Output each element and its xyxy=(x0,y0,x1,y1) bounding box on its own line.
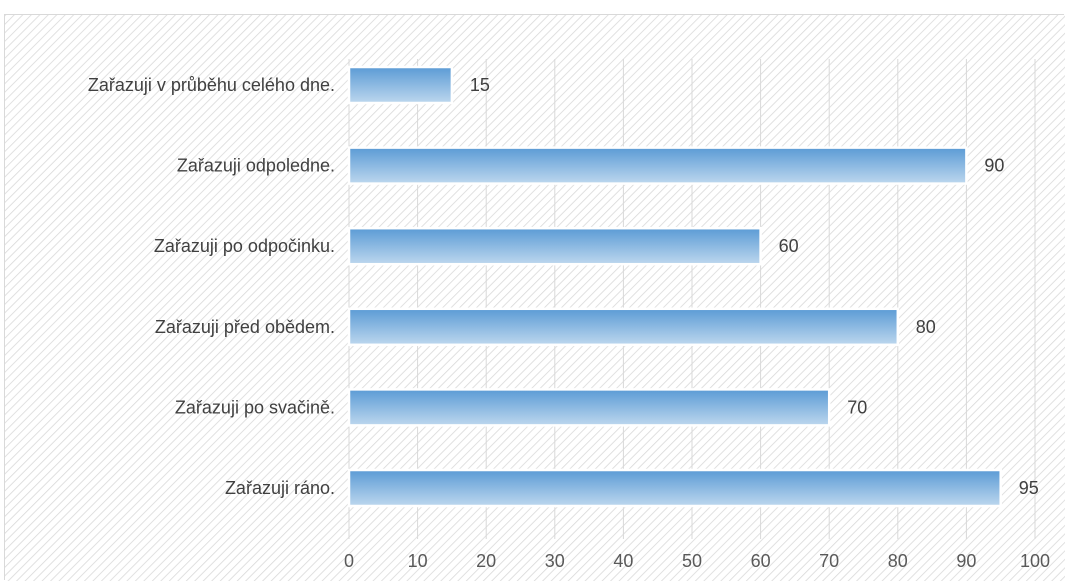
category-label: Zařazuji po odpočinku. xyxy=(154,236,335,256)
data-label: 70 xyxy=(847,397,867,417)
category-label: Zařazuji po svačině. xyxy=(175,397,335,417)
data-label: 95 xyxy=(1019,478,1039,498)
x-tick-label: 100 xyxy=(1020,551,1050,571)
category-labels: Zařazuji v průběhu celého dne. Zařazuji o… xyxy=(88,75,335,498)
x-tick-label: 20 xyxy=(476,551,496,571)
category-label: Zařazuji ráno. xyxy=(225,478,335,498)
bar xyxy=(347,226,762,266)
x-tick-label: 60 xyxy=(751,551,771,571)
x-tick-label: 90 xyxy=(956,551,976,571)
x-tick-label: 0 xyxy=(344,551,354,571)
gridlines xyxy=(348,59,1036,539)
bar xyxy=(347,146,968,185)
data-label: 60 xyxy=(779,236,799,256)
x-tick-label: 50 xyxy=(682,551,702,571)
category-label: Zařazuji v průběhu celého dne. xyxy=(88,75,335,95)
category-label: Zařazuji před obědem. xyxy=(155,317,335,337)
data-label: 15 xyxy=(470,75,490,95)
x-tick-label: 70 xyxy=(819,551,839,571)
category-label: Zařazuji odpoledne. xyxy=(177,156,335,176)
x-tick-label: 10 xyxy=(408,551,428,571)
bar xyxy=(347,468,1002,508)
bar xyxy=(347,65,454,105)
bar-chart: Zařazuji v průběhu celého dne. Zařazuji o… xyxy=(5,15,1065,581)
x-tick-label: 40 xyxy=(613,551,633,571)
data-label: 90 xyxy=(984,156,1004,176)
bar xyxy=(347,388,831,427)
x-tick-label: 30 xyxy=(545,551,565,571)
value-labels: 15 90 60 80 70 95 xyxy=(470,75,1039,498)
x-tick-label: 80 xyxy=(888,551,908,571)
bar xyxy=(347,307,900,347)
bars xyxy=(347,65,1002,508)
data-label: 80 xyxy=(916,317,936,337)
chart-frame: Zařazuji v průběhu celého dne. Zařazuji o… xyxy=(4,14,1065,581)
x-axis-tick-labels: 0 10 20 30 40 50 60 70 80 90 100 xyxy=(344,551,1050,571)
